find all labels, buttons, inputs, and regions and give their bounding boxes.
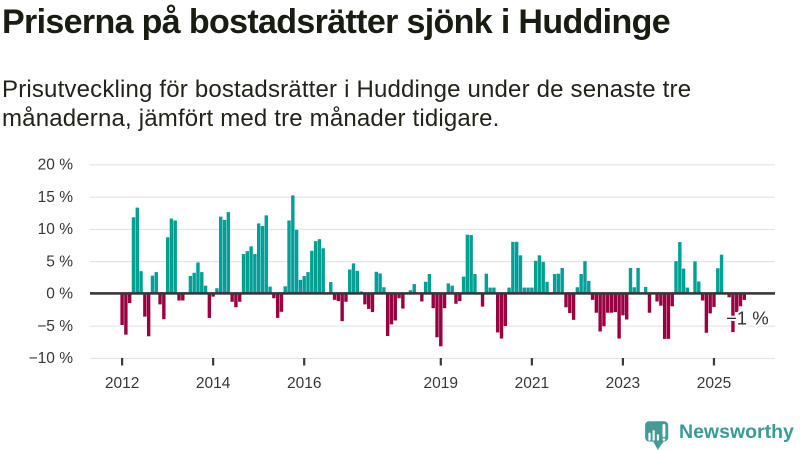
svg-text:2023: 2023 — [606, 375, 640, 392]
svg-text:0 %: 0 % — [46, 286, 73, 303]
svg-text:2025: 2025 — [697, 375, 731, 392]
svg-text:20 %: 20 % — [38, 157, 74, 174]
svg-text:5 %: 5 % — [46, 253, 73, 270]
svg-text:10 %: 10 % — [38, 221, 74, 238]
svg-text:2021: 2021 — [515, 375, 549, 392]
svg-text:−1 %: −1 % — [726, 308, 769, 329]
svg-text:2019: 2019 — [424, 375, 458, 392]
svg-text:−10 %: −10 % — [29, 350, 74, 367]
svg-text:15 %: 15 % — [38, 189, 74, 206]
svg-text:2012: 2012 — [105, 375, 139, 392]
svg-text:2014: 2014 — [196, 375, 231, 392]
svg-text:−5 %: −5 % — [37, 318, 73, 335]
svg-text:2016: 2016 — [287, 375, 321, 392]
